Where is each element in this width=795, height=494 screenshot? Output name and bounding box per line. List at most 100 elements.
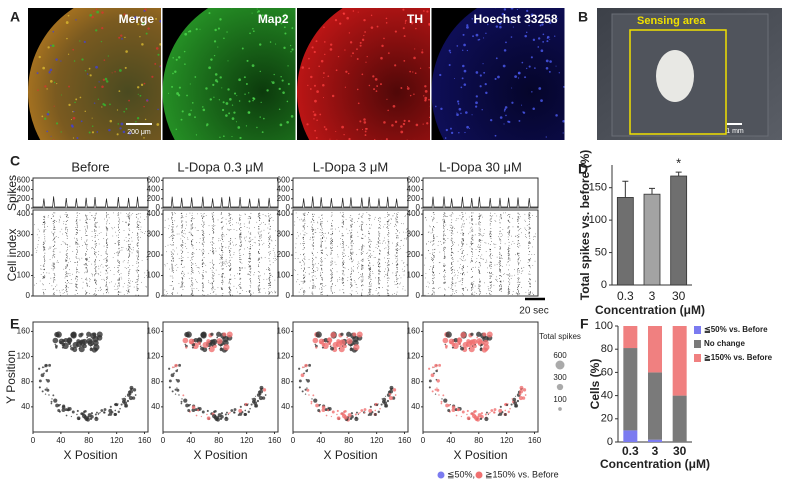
cell-signal [530, 159, 533, 162]
spike-dot [432, 260, 433, 262]
spike-dot [487, 286, 489, 287]
cell-signal [541, 23, 544, 26]
spike-dot [212, 266, 214, 268]
cell-signal [585, 133, 587, 135]
spike-dot [512, 294, 513, 295]
cell-signal [466, 24, 469, 27]
spike-dot [220, 261, 222, 263]
spike-dot [137, 269, 139, 271]
spike-dot [321, 283, 323, 285]
cell-signal [98, 81, 100, 83]
spike-dot [129, 254, 131, 256]
spike-dot [342, 263, 344, 264]
cell-signal [91, 117, 93, 119]
spike-dot [247, 273, 248, 275]
spike-dot [228, 213, 230, 215]
spike-dot [395, 264, 397, 266]
spike-dot [138, 254, 139, 256]
spike-dot [213, 281, 214, 282]
spike-dot [445, 224, 447, 226]
spike-dot [44, 217, 46, 219]
spike-dot [433, 225, 434, 227]
spike-dot [107, 287, 109, 289]
spike-dot [396, 235, 398, 236]
spike-dot [452, 213, 454, 215]
spike-dot [53, 288, 55, 289]
spike-dot [240, 278, 242, 280]
spike-dot [461, 256, 462, 258]
spike-dot [388, 248, 390, 249]
spike-dot [517, 221, 518, 222]
spike-dot [274, 292, 276, 294]
spike-dot [303, 274, 305, 276]
cell-signal [128, 131, 132, 135]
spike-dot [404, 270, 406, 272]
cell-signal [177, 94, 181, 97]
spike-dot [212, 248, 214, 250]
spike-dot [388, 219, 390, 220]
spike-dot [396, 219, 398, 220]
spike-dot [313, 222, 315, 223]
spike-dot [192, 254, 194, 255]
spike-dot [368, 269, 370, 271]
condition-title: L-Dopa 3 μM [313, 159, 388, 174]
spike-dot [358, 214, 360, 215]
spike-dot [361, 294, 363, 296]
spike-dot [91, 263, 93, 265]
cell-signal [231, 117, 235, 120]
spike-dot [42, 277, 43, 279]
spike-dot [230, 248, 232, 249]
cell-signal [537, 37, 541, 40]
spike-dot [203, 230, 204, 232]
spike-dot [444, 246, 445, 248]
spike-dot [59, 220, 60, 222]
spike-dot [369, 290, 371, 292]
spike-dot [95, 213, 97, 215]
cell-signal [389, 0, 390, 1]
cell-signal [106, 3, 109, 6]
spike-dot [166, 251, 167, 253]
spike-dot [118, 262, 120, 264]
spike-dot [237, 291, 238, 293]
spike-dot [181, 216, 182, 218]
spike-dot [313, 248, 314, 250]
spike-dot [115, 243, 116, 244]
spike-dot [507, 219, 509, 221]
spike-dot [85, 292, 87, 294]
spike-dot [357, 264, 358, 265]
spike-dot [136, 235, 138, 236]
spike-dot [297, 217, 299, 218]
spike-dot [322, 238, 323, 239]
spike-dot [366, 253, 367, 254]
spike-dot [269, 235, 271, 237]
spike-dot [342, 242, 344, 244]
spike-dot [330, 280, 331, 282]
spike-dot [371, 285, 372, 287]
cell-signal [223, 135, 225, 138]
spike-dot [222, 273, 224, 275]
cell-signal [148, 143, 150, 145]
spike-dot [332, 225, 333, 227]
y-tick-label: 200 [147, 194, 161, 203]
spike-dot [239, 238, 241, 240]
spike-dot [44, 247, 45, 249]
spike-dot [348, 256, 349, 257]
spike-dot [323, 286, 325, 287]
cell-signal [61, 94, 63, 96]
spike-dot [105, 227, 107, 229]
cell-signal [475, 95, 478, 98]
spike-dot [343, 262, 345, 263]
spike-dot [433, 238, 434, 239]
spike-dot [240, 234, 242, 236]
spike-dot [312, 237, 313, 239]
spike-dot [265, 292, 266, 294]
y-tick-label: 200 [277, 194, 291, 203]
spike-dot [239, 269, 241, 271]
spike-dot [128, 291, 130, 293]
spike-dot [343, 248, 345, 250]
spike-dot [350, 236, 352, 237]
spike-dot [378, 273, 380, 275]
spike-dot [240, 245, 242, 246]
spike-dot [500, 282, 502, 283]
